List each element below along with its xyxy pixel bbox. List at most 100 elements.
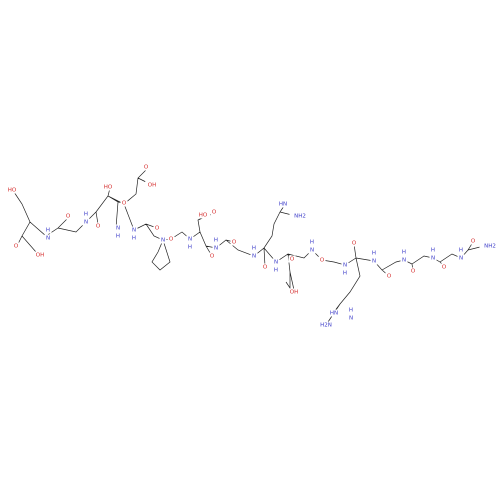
- atom-label: H2N: [320, 323, 332, 329]
- atom-label-background: [114, 224, 122, 232]
- atom-label: OH: [290, 290, 298, 296]
- atom-label: O: [155, 226, 160, 232]
- atom-label-background: [153, 224, 161, 232]
- atom-label-background: [479, 242, 500, 250]
- atom-label: N: [188, 237, 192, 243]
- atom-label: O: [14, 244, 19, 250]
- atom-label-background: [457, 254, 465, 262]
- atom-label-background: [142, 163, 150, 171]
- atom-label: O: [122, 201, 127, 207]
- atom-label-background: [400, 256, 408, 264]
- atom-label: OH: [148, 183, 156, 189]
- atom-label-background: [370, 257, 378, 265]
- atom-label-background: [212, 244, 220, 252]
- atom-label: O: [144, 165, 149, 171]
- atom-label: O: [411, 269, 416, 275]
- atom-label-background: [159, 236, 167, 244]
- atom-label: O: [169, 237, 174, 243]
- atom-label: H: [132, 236, 136, 242]
- atom-label: HN: [279, 202, 287, 208]
- atom-label: N: [343, 263, 347, 269]
- atom-label-background: [457, 246, 465, 254]
- atom-label-background: [101, 183, 115, 191]
- atom-label-background: [276, 200, 290, 208]
- atom-label: O: [290, 257, 295, 263]
- atom-label-background: [12, 242, 20, 250]
- atom-label: H: [349, 308, 353, 314]
- atom-label-background: [64, 212, 72, 220]
- atom-label: N: [310, 248, 314, 254]
- atom-label-background: [94, 222, 102, 230]
- atom-label-background: [318, 256, 326, 264]
- atom-label-background: [272, 266, 280, 274]
- atom-label-background: [341, 261, 349, 269]
- atom-label: N: [46, 236, 50, 242]
- atom-label: N: [132, 228, 136, 234]
- atom-label: N: [161, 238, 165, 244]
- atom-label-background: [370, 249, 378, 257]
- atom-label-background: [308, 246, 316, 254]
- atom-label: H: [274, 268, 278, 274]
- atom-label: N: [431, 256, 435, 262]
- atom-label-background: [210, 208, 218, 216]
- atom-label: N: [372, 259, 376, 265]
- atom-label-background: [145, 181, 159, 189]
- atom-label: N: [274, 260, 278, 266]
- atom-label-background: [130, 234, 138, 242]
- atom-label-background: [120, 199, 128, 207]
- atom-label: H: [46, 228, 50, 234]
- atom-label-background: [250, 252, 258, 260]
- atom-label: N: [402, 258, 406, 264]
- atom-label: N: [459, 256, 463, 262]
- atom-label-background: [167, 235, 175, 243]
- atom-label: O: [387, 274, 392, 280]
- atom-label: O: [66, 214, 71, 220]
- atom-label: O: [96, 224, 101, 230]
- atom-label: H: [402, 250, 406, 256]
- atom-label: OH: [36, 253, 44, 259]
- atom-label: HN: [330, 311, 338, 317]
- atom-label-background: [272, 258, 280, 266]
- atom-label-background: [429, 246, 437, 254]
- atom-label: H: [310, 240, 314, 246]
- atom-label: H: [372, 251, 376, 257]
- atom-label: O: [212, 210, 217, 216]
- atom-label: H: [116, 234, 120, 240]
- atom-label: HO: [104, 185, 113, 191]
- atom-label: N: [116, 226, 120, 232]
- atom-label-background: [186, 243, 194, 251]
- atom-label: H: [84, 212, 88, 218]
- atom-label-background: [230, 238, 238, 246]
- atom-label-background: [250, 244, 258, 252]
- atom-label: N: [214, 246, 218, 252]
- atom-label-background: [196, 211, 210, 219]
- atom-label: H: [343, 271, 347, 277]
- atom-label-background: [400, 248, 408, 256]
- atom-label-background: [409, 267, 417, 275]
- atom-label: NH2: [484, 244, 496, 250]
- atom-label-background: [130, 226, 138, 234]
- atom-label: N: [349, 316, 353, 322]
- atom-label: N: [84, 220, 88, 226]
- atom-label: H: [214, 238, 218, 244]
- atom-label-background: [385, 272, 393, 280]
- atom-label: H: [252, 246, 256, 252]
- atom-label-background: [308, 238, 316, 246]
- atom-label-background: [350, 239, 358, 247]
- atom-label-background: [327, 309, 341, 317]
- atom-label-background: [33, 251, 47, 259]
- atom-label-background: [44, 234, 52, 242]
- atom-label-background: [5, 186, 19, 194]
- atom-label: O: [232, 240, 237, 246]
- atom-label: H: [188, 245, 192, 251]
- atom-label-background: [114, 232, 122, 240]
- atom-label-background: [208, 252, 216, 260]
- atom-label-background: [440, 263, 448, 271]
- atom-label: H: [431, 248, 435, 254]
- atom-label: H: [459, 248, 463, 254]
- atom-label: O: [263, 265, 268, 271]
